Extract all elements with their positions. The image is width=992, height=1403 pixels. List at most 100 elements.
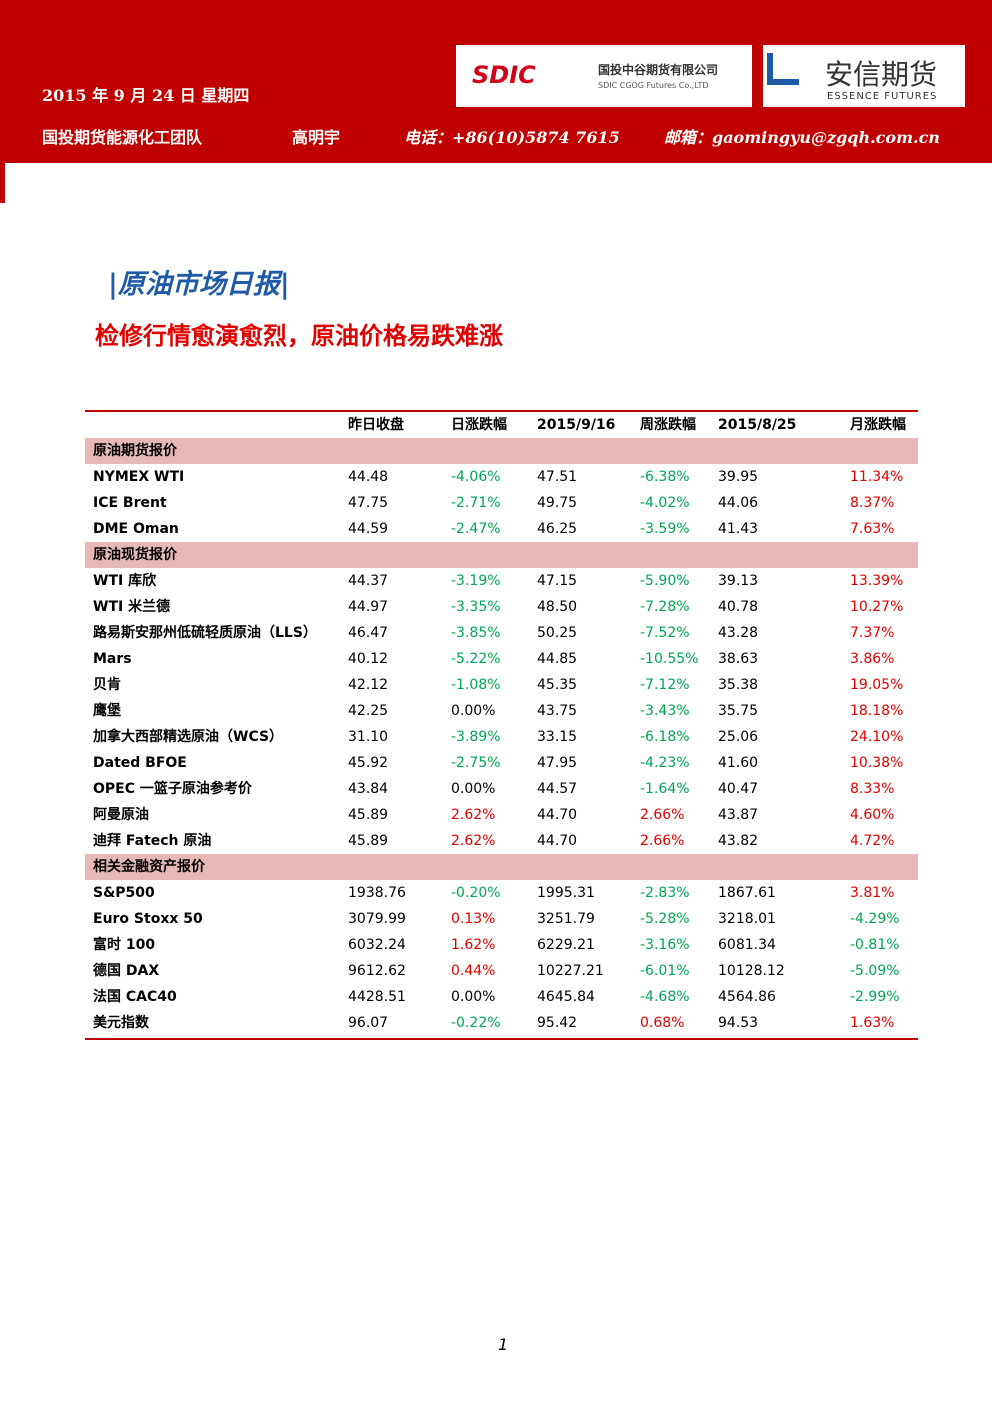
cell-value: 1.63% <box>850 1015 895 1031</box>
cell-value: 44.57 <box>537 781 578 797</box>
row-label: WTI 米兰德 <box>93 599 171 615</box>
row-label: 迪拜 Fatech 原油 <box>93 833 212 849</box>
cell-value: 8.37% <box>850 495 895 511</box>
top-rule <box>85 410 918 412</box>
cell-value: -1.64% <box>640 781 690 797</box>
cell-value: 42.12 <box>348 677 389 693</box>
row-label: NYMEX WTI <box>93 469 185 485</box>
logo-english: ESSENCE FUTURES <box>827 91 938 102</box>
cell-value: 49.75 <box>537 495 578 511</box>
cell-value: 10.27% <box>850 599 904 615</box>
cell-value: 11.34% <box>850 469 904 485</box>
cell-value: 25.06 <box>718 729 759 745</box>
cell-value: 4.72% <box>850 833 895 849</box>
cell-value: 3.86% <box>850 651 895 667</box>
cell-value: 2.66% <box>640 833 685 849</box>
cell-value: -0.22% <box>451 1015 501 1031</box>
row-label: ICE Brent <box>93 495 167 511</box>
row-label: 加拿大西部精选原油（WCS） <box>93 729 284 745</box>
row-label: 阿曼原油 <box>93 807 149 823</box>
cell-value: -3.19% <box>451 573 501 589</box>
row-label: S&P500 <box>93 885 155 901</box>
cell-value: -4.68% <box>640 989 690 1005</box>
cell-value: 38.63 <box>718 651 759 667</box>
row-label: Mars <box>93 651 132 667</box>
cell-value: -5.90% <box>640 573 690 589</box>
cell-value: 94.53 <box>718 1015 759 1031</box>
side-bar <box>0 163 5 203</box>
cell-value: -6.38% <box>640 469 690 485</box>
cell-value: 6229.21 <box>537 937 595 953</box>
cell-value: 0.13% <box>451 911 496 927</box>
phone: 电话：+86(10)5874 7615 <box>404 128 620 147</box>
cell-value: 44.06 <box>718 495 759 511</box>
cell-value: -2.47% <box>451 521 501 537</box>
row-label: 贝肯 <box>93 677 121 693</box>
cell-value: 39.95 <box>718 469 759 485</box>
row-label: OPEC 一篮子原油参考价 <box>93 781 252 797</box>
row-label: Dated BFOE <box>93 755 187 771</box>
cell-value: 3218.01 <box>718 911 776 927</box>
cell-value: -2.75% <box>451 755 501 771</box>
cell-value: 3.81% <box>850 885 895 901</box>
cell-value: -0.81% <box>850 937 900 953</box>
cell-value: 45.92 <box>348 755 389 771</box>
cell-value: 0.68% <box>640 1015 685 1031</box>
section-row <box>85 542 918 568</box>
cell-value: 19.05% <box>850 677 904 693</box>
cell-value: 2.66% <box>640 807 685 823</box>
cell-value: 9612.62 <box>348 963 406 979</box>
cell-value: -4.02% <box>640 495 690 511</box>
cell-value: 1.62% <box>451 937 496 953</box>
logo-mark: SDIC <box>472 61 536 89</box>
logo-name: 安信期货 <box>825 58 938 91</box>
cell-value: 45.35 <box>537 677 578 693</box>
cell-value: 4428.51 <box>348 989 406 1005</box>
cell-value: 33.15 <box>537 729 578 745</box>
cell-value: 1938.76 <box>348 885 406 901</box>
cell-value: 41.43 <box>718 521 759 537</box>
cell-value: 10128.12 <box>718 963 785 979</box>
section-title: 原油期货报价 <box>93 443 177 459</box>
cell-value: -1.08% <box>451 677 501 693</box>
cell-value: -0.20% <box>451 885 501 901</box>
column-header: 周涨跌幅 <box>640 417 696 433</box>
cell-value: 43.84 <box>348 781 389 797</box>
cell-value: -5.28% <box>640 911 690 927</box>
cell-value: 31.10 <box>348 729 389 745</box>
cell-value: 3079.99 <box>348 911 406 927</box>
cell-value: 41.60 <box>718 755 759 771</box>
cell-value: -6.01% <box>640 963 690 979</box>
column-header: 日涨跌幅 <box>451 417 507 433</box>
row-label: 美元指数 <box>93 1015 149 1031</box>
cell-value: 4564.86 <box>718 989 776 1005</box>
cell-value: 50.25 <box>537 625 578 641</box>
cell-value: 43.75 <box>537 703 578 719</box>
email: 邮箱：gaomingyu@zgqh.com.cn <box>664 128 940 147</box>
cell-value: 48.50 <box>537 599 578 615</box>
cell-value: 44.59 <box>348 521 389 537</box>
cell-value: 43.28 <box>718 625 759 641</box>
cell-value: 10227.21 <box>537 963 604 979</box>
cell-value: 45.89 <box>348 833 389 849</box>
cell-value: 46.47 <box>348 625 389 641</box>
date: 2015 年 9 月 24 日 星期四 <box>42 86 250 105</box>
cell-value: -5.22% <box>451 651 501 667</box>
row-label: 路易斯安那州低硫轻质原油（LLS） <box>93 625 317 641</box>
cell-value: -3.89% <box>451 729 501 745</box>
cell-value: -2.71% <box>451 495 501 511</box>
logo-icon <box>767 53 799 85</box>
cell-value: 1867.61 <box>718 885 776 901</box>
cell-value: 0.44% <box>451 963 496 979</box>
cell-value: -3.85% <box>451 625 501 641</box>
logo-english: SDIC CGOG Futures Co.,LTD <box>598 81 709 90</box>
cell-value: 43.87 <box>718 807 759 823</box>
bottom-rule <box>85 1038 918 1040</box>
price-table: 昨日收盘 日涨跌幅 2015/9/16 周涨跌幅 2015/8/25 月涨跌幅 原油期货报价… <box>85 410 918 1040</box>
cell-value: 95.42 <box>537 1015 578 1031</box>
cell-value: 47.15 <box>537 573 578 589</box>
cell-value: 44.97 <box>348 599 389 615</box>
cell-value: -7.12% <box>640 677 690 693</box>
cell-value: 40.47 <box>718 781 759 797</box>
cell-value: 8.33% <box>850 781 895 797</box>
